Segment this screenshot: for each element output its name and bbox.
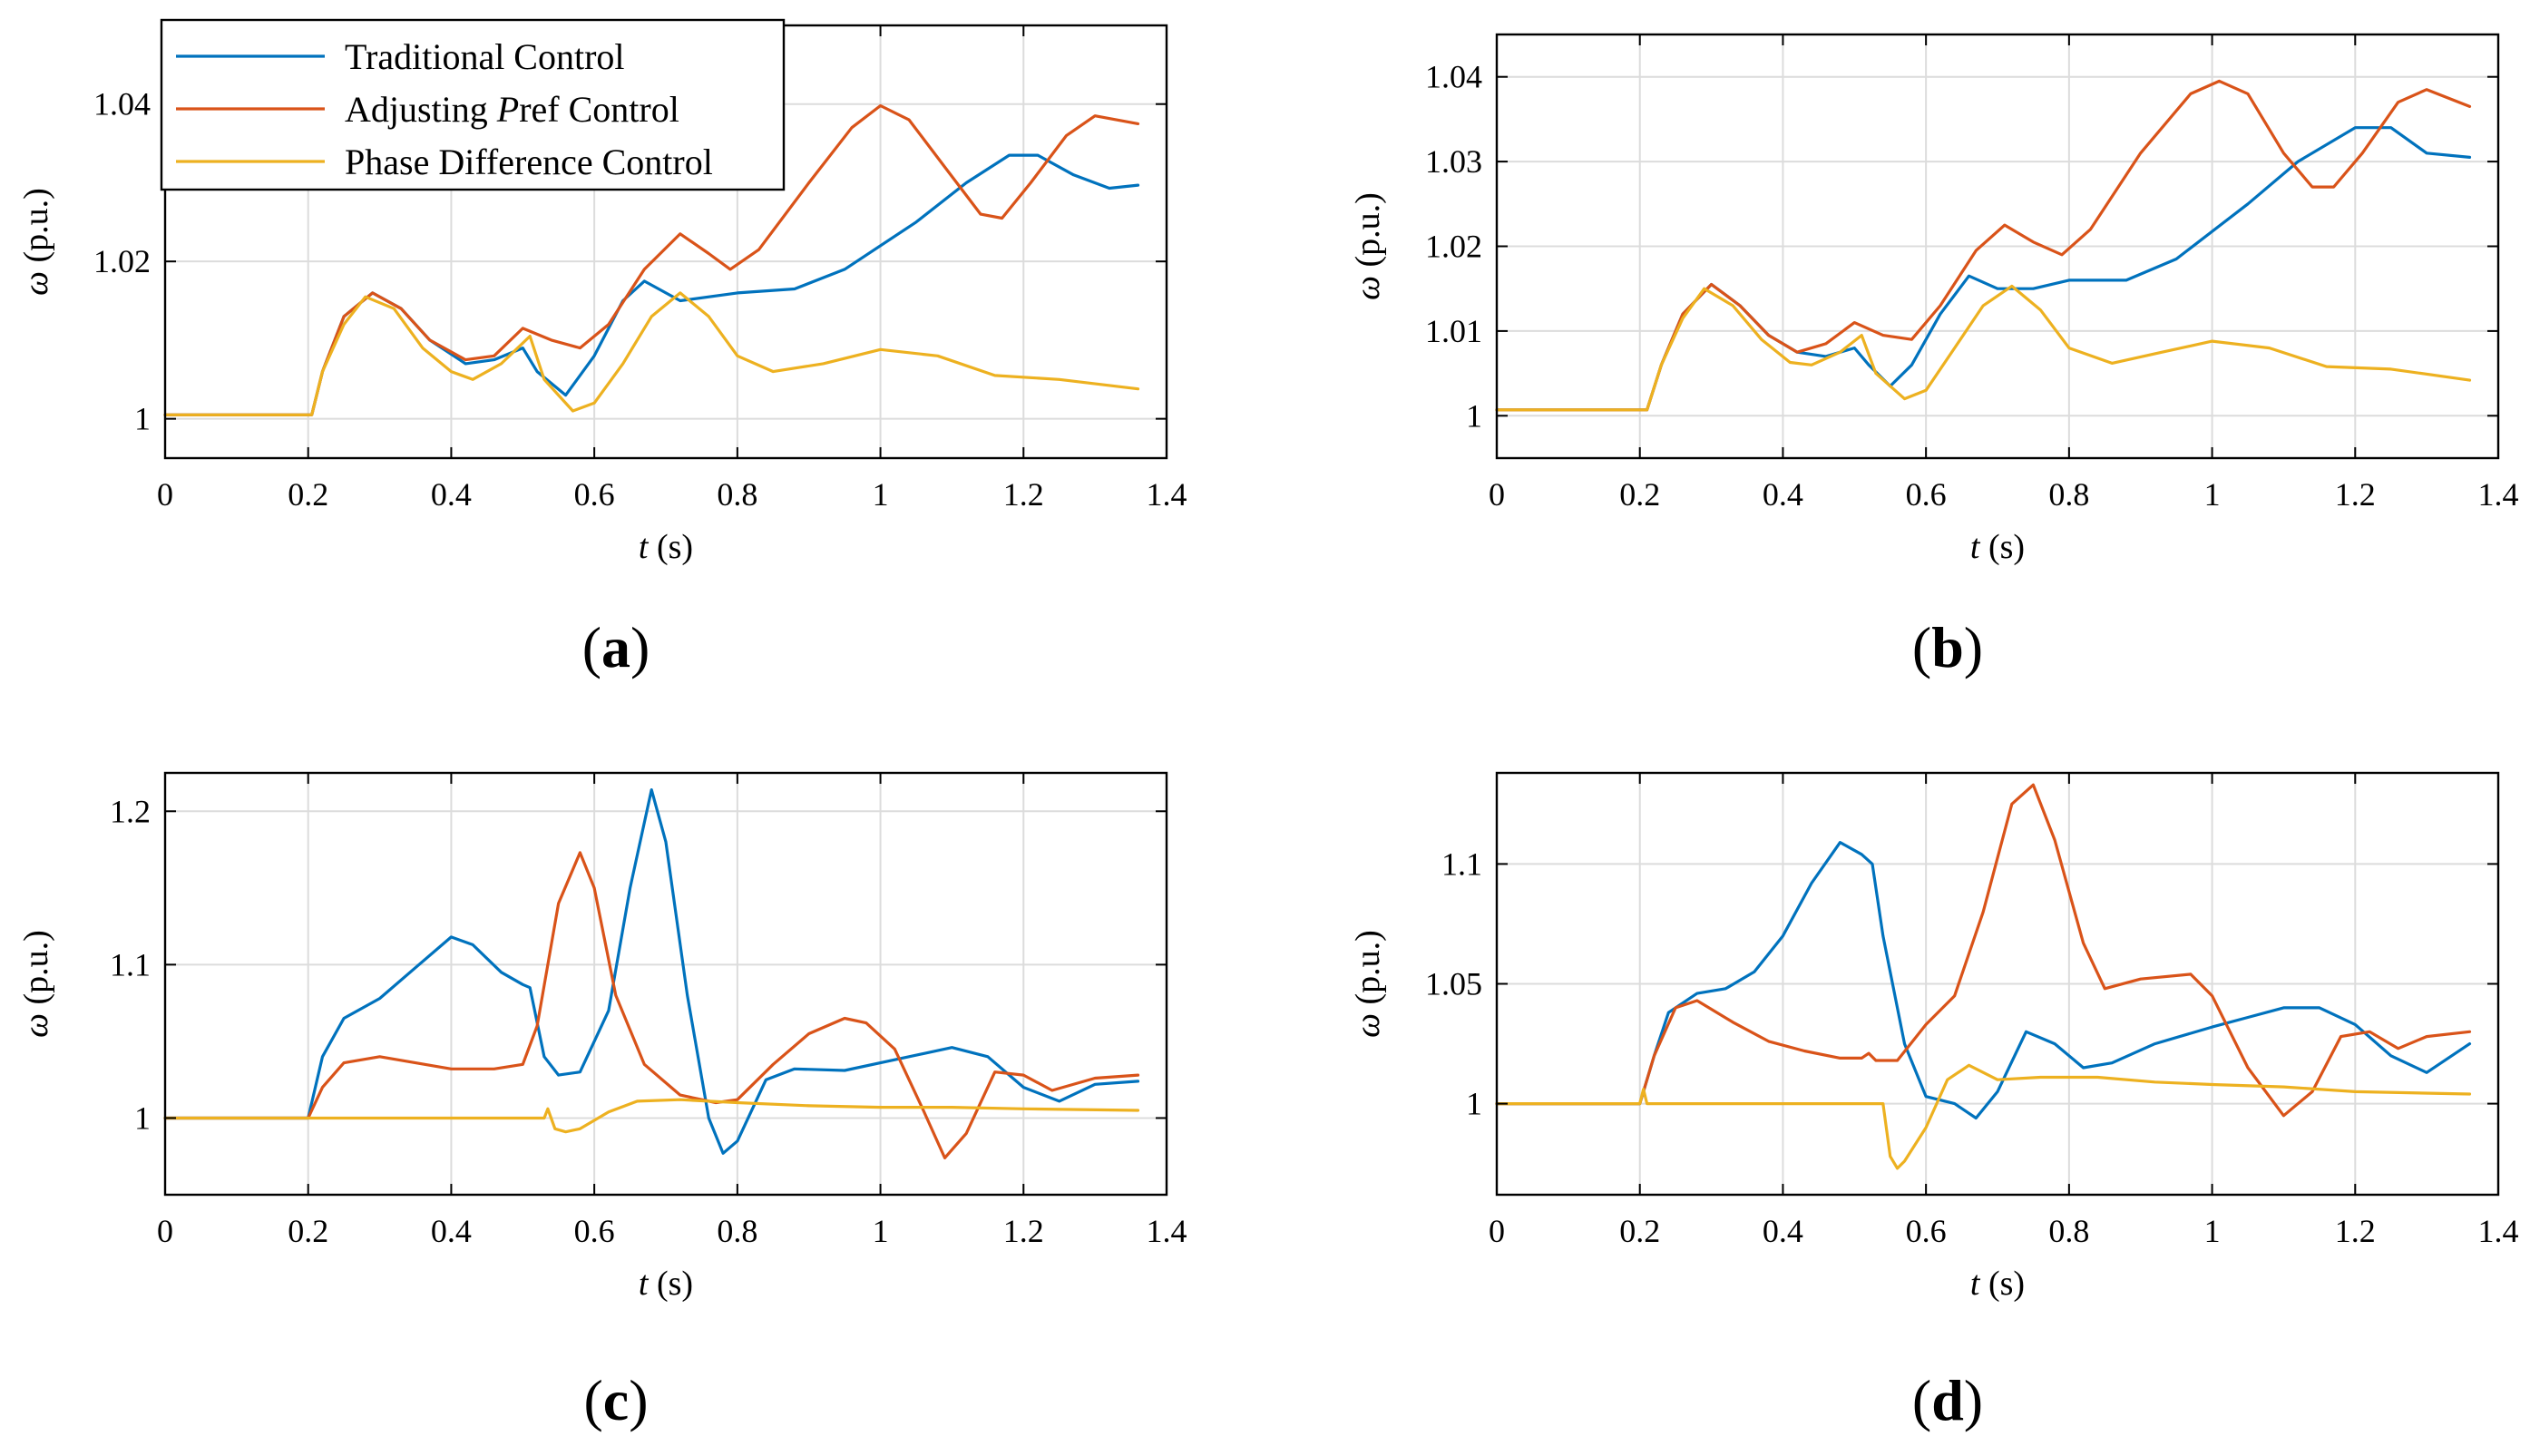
x-tick-label: 0.4 bbox=[1763, 1213, 1803, 1249]
y-axis-label: ω (p.u.) bbox=[1349, 192, 1387, 300]
series-line-3 bbox=[1495, 1063, 2472, 1170]
chart-panel-b: 0 0.2 0.4 0.6 0.8 1 1.2 1.4 1 1.01 1.02 1.03 1.04 t (… bbox=[1349, 33, 2519, 679]
x-tick-label: 1.2 bbox=[1003, 1213, 1044, 1249]
y-tick-label: 1.02 bbox=[1425, 229, 1482, 265]
x-tick-label: 1.4 bbox=[1147, 1213, 1187, 1249]
x-tick-label: 0.2 bbox=[288, 1213, 328, 1249]
legend-label-1: Traditional Control bbox=[345, 36, 625, 77]
x-tick-label: 0 bbox=[1489, 1213, 1505, 1249]
legend: Traditional Control Adjusting Pref Contro… bbox=[160, 18, 786, 191]
plot-area-frame bbox=[163, 771, 1168, 1197]
y-tick-label: 1.01 bbox=[1425, 313, 1482, 349]
y-tick-label: 1.03 bbox=[1425, 143, 1482, 180]
series-line-2 bbox=[1495, 783, 2472, 1118]
x-tick-label: 0.4 bbox=[431, 1213, 472, 1249]
x-tick-label: 0.8 bbox=[717, 1213, 757, 1249]
y-tick-label: 1.05 bbox=[1425, 966, 1482, 1002]
x-tick-label: 1 bbox=[873, 476, 889, 513]
x-tick-label: 1.2 bbox=[2335, 1213, 2376, 1249]
x-tick-label: 0.4 bbox=[1763, 476, 1803, 513]
y-tick-label: 1.2 bbox=[110, 793, 151, 829]
panel-label: (b) bbox=[1912, 615, 1983, 679]
series-line-1 bbox=[163, 788, 1140, 1155]
series-line-2 bbox=[1495, 79, 2472, 412]
x-axis-label: t (s) bbox=[639, 528, 693, 566]
y-tick-label: 1.02 bbox=[93, 243, 151, 279]
x-axis-label: t (s) bbox=[1970, 1265, 2025, 1303]
series-line-1 bbox=[1495, 841, 2472, 1120]
y-tick-label: 1 bbox=[1466, 397, 1482, 434]
x-tick-label: 0.2 bbox=[1619, 476, 1660, 513]
series-line-3 bbox=[163, 1098, 1140, 1134]
panel-label: (c) bbox=[583, 1368, 648, 1432]
x-tick-label: 0.2 bbox=[288, 476, 328, 513]
x-tick-label: 1 bbox=[2204, 476, 2221, 513]
panel-label: (d) bbox=[1912, 1368, 1983, 1432]
x-tick-label: 0.6 bbox=[574, 1213, 615, 1249]
y-tick-label: 1.04 bbox=[93, 86, 151, 122]
x-tick-label: 1.4 bbox=[2478, 1213, 2519, 1249]
x-tick-label: 0.6 bbox=[1906, 1213, 1947, 1249]
series-line-2 bbox=[163, 851, 1140, 1159]
legend-label-2: Adjusting Pref Control bbox=[345, 89, 679, 130]
x-tick-label: 1 bbox=[873, 1213, 889, 1249]
x-tick-label: 1.2 bbox=[2335, 476, 2376, 513]
y-axis-label: ω (p.u.) bbox=[17, 930, 55, 1038]
legend-label-3: Phase Difference Control bbox=[345, 142, 713, 182]
x-tick-label: 0.2 bbox=[1619, 1213, 1660, 1249]
x-tick-label: 0 bbox=[157, 1213, 173, 1249]
series-line-3 bbox=[1495, 284, 2472, 412]
series-line-1 bbox=[1495, 126, 2472, 412]
x-tick-label: 1.2 bbox=[1003, 476, 1044, 513]
series-line-3 bbox=[163, 291, 1140, 416]
x-tick-label: 1.4 bbox=[2478, 476, 2519, 513]
x-tick-label: 0.8 bbox=[2048, 476, 2089, 513]
x-tick-label: 0 bbox=[1489, 476, 1505, 513]
x-tick-label: 0.6 bbox=[574, 476, 615, 513]
x-tick-label: 0.8 bbox=[2048, 1213, 2089, 1249]
y-tick-label: 1.04 bbox=[1425, 59, 1482, 95]
x-axis-label: t (s) bbox=[639, 1265, 693, 1303]
x-axis-label: t (s) bbox=[1970, 528, 2025, 566]
x-tick-label: 0.8 bbox=[717, 476, 757, 513]
panel-label: (a) bbox=[582, 615, 650, 679]
series-line-2 bbox=[163, 103, 1140, 416]
x-tick-label: 0 bbox=[157, 476, 173, 513]
x-tick-label: 1.4 bbox=[1147, 476, 1187, 513]
y-tick-label: 1.1 bbox=[1441, 845, 1482, 882]
y-tick-label: 1 bbox=[134, 1099, 151, 1136]
y-axis-label: ω (p.u.) bbox=[17, 188, 55, 296]
y-tick-label: 1 bbox=[1466, 1086, 1482, 1122]
y-axis-label: ω (p.u.) bbox=[1349, 930, 1387, 1038]
y-tick-label: 1.1 bbox=[110, 946, 151, 982]
y-tick-label: 1 bbox=[134, 401, 151, 437]
x-tick-label: 1 bbox=[2204, 1213, 2221, 1249]
chart-panel-d: 0 0.2 0.4 0.6 0.8 1 1.2 1.4 1 1.05 1.1 t (s) ω (p.u.… bbox=[1349, 771, 2519, 1432]
chart-panel-c: 0 0.2 0.4 0.6 0.8 1 1.2 1.4 1 1.1 1.2 t (s) ω (p.u.)… bbox=[17, 771, 1187, 1432]
x-tick-label: 0.6 bbox=[1906, 476, 1947, 513]
x-tick-label: 0.4 bbox=[431, 476, 472, 513]
